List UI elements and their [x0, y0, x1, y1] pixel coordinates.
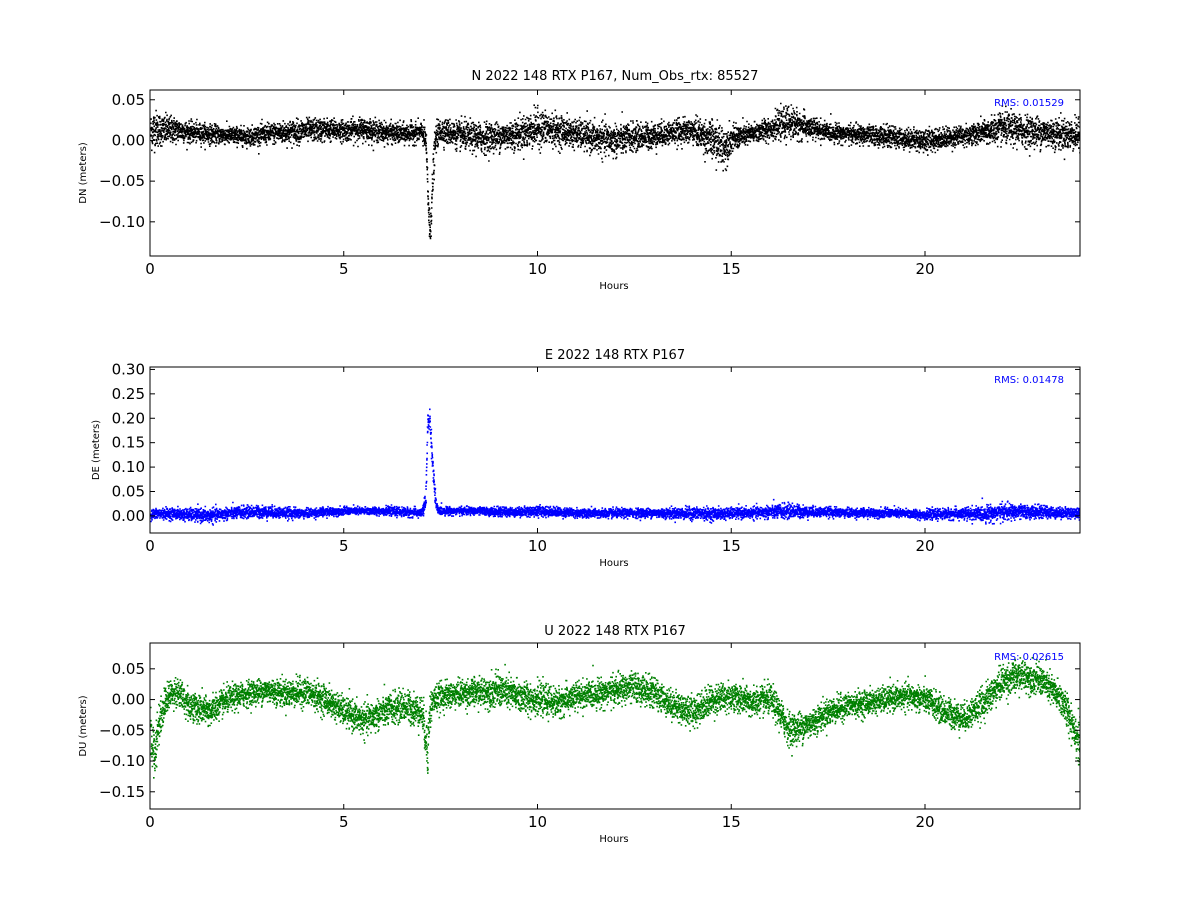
x-tick-label: 5: [339, 537, 349, 555]
y-tick-label: 0.15: [112, 434, 145, 452]
y-tick-label: 0.10: [112, 458, 145, 476]
y-tick-label: −0.10: [99, 752, 145, 770]
x-tick-label: 10: [528, 260, 547, 278]
y-tick-label: −0.10: [99, 213, 145, 231]
x-tick-label: 20: [915, 537, 934, 555]
y-axis-label: DU (meters): [78, 695, 89, 756]
data-series-path: [150, 102, 1080, 240]
y-tick-label: −0.05: [99, 172, 145, 190]
x-tick-label: 0: [145, 813, 155, 831]
y-tick-label: 0.25: [112, 385, 145, 403]
y-axis-label: DN (meters): [78, 142, 89, 204]
y-tick-label: 0.00: [112, 131, 145, 149]
y-tick-label: 0.05: [112, 660, 145, 678]
panel-north: 0 5 10 15 20 0.05 0.00 −0.05 −0.10 N 2022 148 RTX…: [78, 69, 1081, 292]
x-tick-label: 15: [722, 537, 741, 555]
data-points: [150, 657, 1080, 779]
data-series-path: [150, 408, 1080, 526]
x-tick-label: 0: [145, 537, 155, 555]
y-tick-label: −0.15: [99, 783, 145, 801]
x-tick-label: 15: [722, 813, 741, 831]
panel-title: E 2022 148 RTX P167: [545, 348, 685, 363]
panel-east: 0 5 10 15 20 0.30 0.25 0.20 0.15 0.10 0.05 0.00 E 20…: [91, 348, 1081, 569]
y-axis-label: DE (meters): [91, 420, 102, 480]
x-tick-label: 5: [339, 813, 349, 831]
x-tick-label: 10: [528, 813, 547, 831]
data-series-path: [150, 657, 1080, 779]
y-tick-label: 0.00: [112, 691, 145, 709]
plot-frame: [149, 89, 1081, 257]
panel-title: U 2022 148 RTX P167: [544, 624, 686, 639]
y-tick-label: 0.20: [112, 409, 145, 427]
x-tick-label: 0: [145, 260, 155, 278]
y-tick-label: 0.30: [112, 360, 145, 378]
panel-title: N 2022 148 RTX P167, Num_Obs_rtx: 85527: [472, 69, 759, 84]
y-tick-label: 0.00: [112, 507, 145, 525]
y-tick-label: 0.05: [112, 483, 145, 501]
plot-frame: [149, 366, 1081, 534]
x-tick-label: 15: [722, 260, 741, 278]
y-tick-label: 0.05: [112, 91, 145, 109]
rms-label: RMS: 0.01478: [994, 375, 1064, 386]
x-axis-label: Hours: [599, 281, 628, 292]
x-tick-label: 10: [528, 537, 547, 555]
x-axis-label: Hours: [599, 558, 628, 569]
panel-up: 0 5 10 15 20 0.05 0.00 −0.05 −0.10 −0.15 U 2022 14…: [78, 624, 1081, 845]
x-tick-label: 20: [915, 260, 934, 278]
data-points: [150, 408, 1080, 526]
rms-label: RMS: 0.01529: [994, 98, 1064, 109]
x-tick-label: 5: [339, 260, 349, 278]
y-tick-label: −0.05: [99, 721, 145, 739]
x-tick-label: 20: [915, 813, 934, 831]
rms-label: RMS: 0.02615: [994, 652, 1064, 663]
x-axis-label: Hours: [599, 834, 628, 845]
data-points: [150, 102, 1080, 240]
plot-frame: [149, 642, 1081, 810]
